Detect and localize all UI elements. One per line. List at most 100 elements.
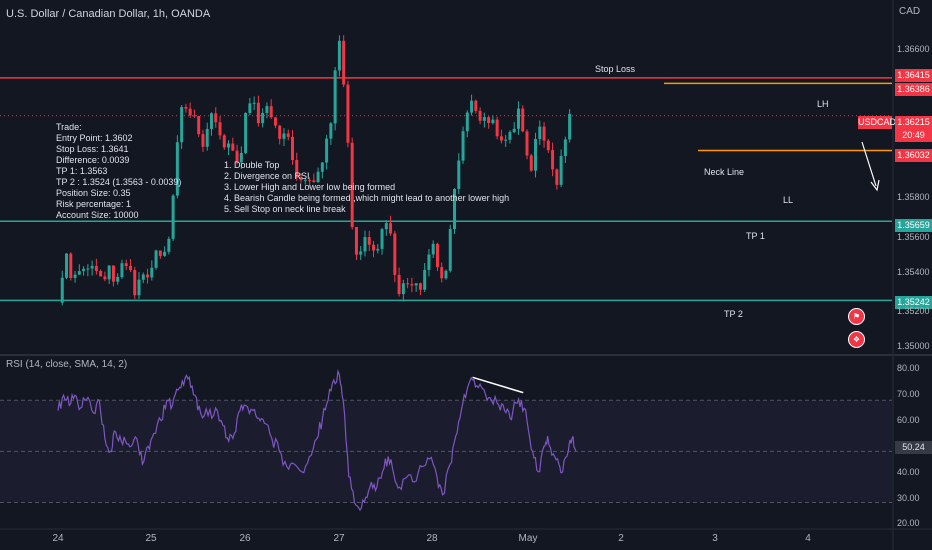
candle-body bbox=[534, 139, 538, 171]
x-tick-label: 27 bbox=[333, 533, 345, 544]
candle-body bbox=[128, 266, 132, 270]
x-tick-label: 28 bbox=[426, 533, 438, 544]
x-tick-label: 3 bbox=[712, 533, 718, 544]
event-flag-icon[interactable]: ❖ bbox=[848, 331, 865, 348]
analysis-notes: 1. Double Top 2. Divergence on RSI 3. Lo… bbox=[224, 160, 509, 215]
candle-body bbox=[499, 136, 503, 141]
trade-note-line: Trade: bbox=[56, 122, 82, 132]
candle-body bbox=[350, 142, 354, 228]
candle-body bbox=[150, 267, 154, 278]
candle-body bbox=[435, 243, 439, 268]
x-tick-label: 25 bbox=[145, 533, 157, 544]
candle-body bbox=[559, 156, 563, 185]
candle-body bbox=[103, 276, 107, 280]
neck-line-price-badge: 1.36032 bbox=[895, 149, 932, 162]
candle-body bbox=[312, 180, 316, 183]
candle-body bbox=[423, 269, 427, 290]
candle-body bbox=[133, 269, 137, 296]
y-tick-label: 1.35200 bbox=[897, 306, 930, 316]
rsi-tick-label: 30.00 bbox=[897, 493, 920, 503]
candle-body bbox=[516, 108, 520, 129]
candle-body bbox=[563, 139, 567, 157]
candle-body bbox=[188, 108, 192, 116]
candle-body bbox=[256, 102, 260, 124]
candle-body bbox=[354, 227, 358, 255]
tp1-price-badge: 1.35659 bbox=[895, 219, 932, 232]
rsi-tick-label: 80.00 bbox=[897, 363, 920, 373]
candle-body bbox=[410, 284, 414, 286]
candle-body bbox=[282, 133, 286, 139]
candle-body bbox=[209, 113, 213, 129]
candle-body bbox=[158, 250, 162, 256]
candle-body bbox=[568, 113, 572, 140]
stop-loss-label: Stop Loss bbox=[595, 64, 636, 74]
chart-title: U.S. Dollar / Canadian Dollar, 1h, OANDA bbox=[6, 8, 211, 20]
candle-body bbox=[372, 244, 376, 251]
candle-body bbox=[269, 106, 273, 118]
candle-body bbox=[171, 195, 175, 239]
candle-body bbox=[427, 254, 431, 270]
candle-body bbox=[453, 188, 457, 230]
candle-body bbox=[218, 122, 222, 136]
y-tick-label: 1.35800 bbox=[897, 192, 930, 202]
candle-body bbox=[239, 152, 243, 163]
trade-note-line: Difference: 0.0039 bbox=[56, 155, 130, 165]
current-price-badge: 1.36215 bbox=[895, 116, 932, 129]
rsi-line bbox=[57, 368, 577, 512]
candle-body bbox=[329, 123, 333, 139]
candle-body bbox=[346, 84, 350, 143]
currency-label: CAD bbox=[899, 6, 921, 17]
x-tick-label: 4 bbox=[805, 533, 811, 544]
candle-body bbox=[265, 106, 269, 113]
candle-body bbox=[201, 134, 205, 147]
candle-body bbox=[461, 131, 465, 161]
candle-body bbox=[363, 237, 367, 252]
candle-body bbox=[470, 100, 474, 113]
candle-body bbox=[214, 113, 218, 123]
candle-body bbox=[529, 155, 533, 171]
candle-body bbox=[333, 70, 337, 124]
trade-note-line: TP 2 : 1.3524 (1.3563 - 0.0039) bbox=[56, 177, 182, 187]
candle-body bbox=[508, 132, 512, 140]
trade-note-line: Risk percentage: 1 bbox=[56, 199, 132, 209]
candle-body bbox=[244, 112, 248, 153]
trade-note-line: Position Size: 0.35 bbox=[56, 188, 131, 198]
candle-body bbox=[154, 250, 158, 268]
candle-body bbox=[406, 283, 410, 285]
candle-body bbox=[120, 263, 124, 277]
candle-body bbox=[60, 277, 64, 303]
analysis-note-line: 2. Divergence on RSI bbox=[224, 171, 310, 181]
ll-label: LL bbox=[783, 195, 794, 205]
x-tick-label: 26 bbox=[239, 533, 251, 544]
candle-body bbox=[384, 223, 388, 230]
candle-body bbox=[227, 143, 231, 148]
candle-body bbox=[235, 150, 239, 163]
y-tick-label: 1.35000 bbox=[897, 341, 930, 351]
candle-body bbox=[175, 142, 179, 196]
candle-body bbox=[521, 108, 525, 132]
event-flag-icon[interactable]: ⚑ bbox=[848, 308, 865, 325]
analysis-note-line: 4. Bearish Candle being formed ,which mi… bbox=[224, 193, 510, 203]
candle-body bbox=[418, 283, 422, 290]
candle-body bbox=[478, 110, 482, 121]
candle-body bbox=[393, 233, 397, 275]
candle-body bbox=[248, 103, 252, 113]
trade-note-line: Stop Loss: 1.3641 bbox=[56, 144, 129, 154]
candle-body bbox=[124, 263, 128, 267]
candle-body bbox=[551, 150, 555, 170]
neck-line-label: Neck Line bbox=[704, 167, 745, 177]
x-tick-label: 2 bbox=[618, 533, 624, 544]
candle-body bbox=[295, 159, 299, 178]
candle-body bbox=[546, 140, 550, 151]
candle-body bbox=[367, 237, 371, 245]
candle-body bbox=[525, 131, 529, 156]
analysis-note-line: 1. Double Top bbox=[224, 160, 280, 170]
candle-body bbox=[205, 128, 209, 147]
candle-body bbox=[325, 138, 329, 163]
candle-body bbox=[414, 283, 418, 286]
y-tick-label: 1.35400 bbox=[897, 267, 930, 277]
rsi-tick-label: 70.00 bbox=[897, 389, 920, 399]
candle-body bbox=[94, 265, 98, 271]
candle-body bbox=[487, 117, 491, 124]
